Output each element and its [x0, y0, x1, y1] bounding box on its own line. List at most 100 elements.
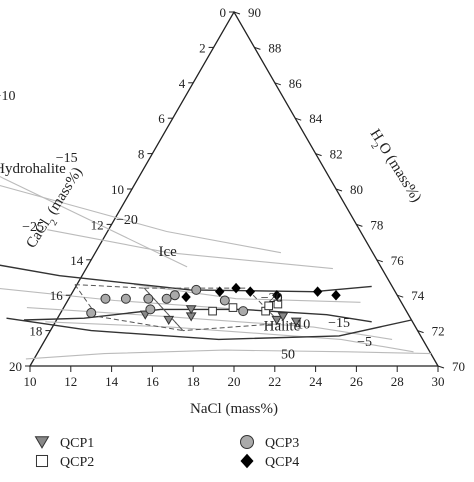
isotherm-lines: [0, 175, 431, 360]
left-axis-title: CaCl2 (mass%): [23, 165, 89, 254]
qcp3-point: [86, 307, 97, 318]
bottom-tick-label: 28: [391, 374, 404, 389]
qcp4-point: [272, 289, 282, 301]
legend-label-qcp4: QCP4: [265, 455, 299, 470]
bottom-tick-label: 18: [187, 374, 200, 389]
isotherm-label: −20: [116, 213, 138, 228]
left-tick-label: 14: [70, 253, 84, 268]
bottom-tick-label: 20: [228, 374, 241, 389]
bottom-tick-label: 24: [309, 374, 323, 389]
isotherm-label: −10: [0, 89, 15, 104]
bottom-tick-label: 30: [432, 374, 445, 389]
right-tick-mark: [356, 223, 363, 227]
right-tick-label: 80: [350, 182, 363, 197]
data-points: [86, 282, 341, 327]
qcp3-point: [238, 306, 249, 317]
qcp3-point: [161, 293, 172, 304]
right-tick-mark: [397, 294, 404, 298]
right-tick-label: 70: [452, 359, 465, 374]
isotherm-label: 50: [281, 348, 295, 363]
isotherm-line: [0, 264, 372, 293]
isotherm-line: [133, 284, 361, 303]
right-tick-mark: [376, 259, 383, 263]
right-tick-label: 86: [289, 76, 303, 91]
right-tick-mark: [233, 11, 241, 15]
isotherm-line: [45, 321, 414, 353]
right-tick-mark: [295, 117, 302, 121]
right-tick-mark: [437, 365, 445, 369]
qcp3-point: [100, 293, 111, 304]
isotherm-line: [0, 185, 282, 254]
qcp3-point: [120, 293, 131, 304]
legend-label-qcp2: QCP2: [60, 455, 94, 470]
isotherm-line: [6, 317, 412, 341]
right-tick-label: 76: [391, 253, 405, 268]
region-label: Ice: [159, 244, 178, 260]
qcp2-point: [208, 306, 217, 316]
right-axis-title: H2O (mass%): [363, 126, 424, 207]
qcp3-point: [191, 284, 202, 295]
isotherm-label: −10: [288, 318, 310, 333]
right-tick-mark: [315, 153, 322, 157]
qcp4-point: [312, 286, 323, 297]
bottom-tick-label: 12: [64, 374, 77, 389]
isotherm-label: −15: [328, 316, 350, 331]
right-tick-mark: [254, 46, 261, 50]
isotherm-label: −25: [22, 220, 44, 235]
qcp4-point: [214, 286, 225, 297]
isotherm-line: [0, 175, 188, 268]
qcp4-point: [245, 286, 256, 297]
region-label: Hydrohalite: [0, 161, 66, 177]
legend-marker-qcp2: [35, 454, 49, 468]
region-label: Halite: [264, 318, 301, 334]
right-tick-mark: [335, 188, 343, 192]
legend-label-qcp1: QCP1: [60, 436, 94, 451]
right-tick-mark: [417, 330, 424, 334]
left-tick-label: 2: [199, 40, 206, 55]
left-tick-label: 18: [29, 324, 42, 339]
dashed-outline: [74, 284, 185, 332]
left-tick-label: 16: [50, 288, 64, 303]
legend-marker-qcp1: [34, 436, 50, 449]
legend-label-qcp3: QCP3: [265, 436, 299, 451]
bottom-tick-label: 22: [268, 374, 281, 389]
isotherm-label: −15: [56, 151, 78, 166]
isotherm-label: −20: [261, 291, 283, 306]
left-tick-label: 20: [9, 359, 22, 374]
bottom-axis-title: NaCl (mass%): [190, 401, 278, 417]
qcp1-point: [271, 315, 283, 326]
isotherm-line: [25, 349, 431, 360]
bottom-tick-label: 10: [24, 374, 37, 389]
isotherm-label: −5: [357, 335, 372, 350]
right-tick-label: 72: [432, 324, 445, 339]
qcp1-point: [290, 317, 302, 327]
right-tick-label: 90: [248, 5, 261, 20]
qcp3-point: [143, 293, 154, 304]
isotherm-line: [23, 308, 372, 323]
isotherm-line: [47, 229, 333, 270]
qcp4-point: [331, 289, 341, 301]
qcp2-point: [273, 299, 283, 309]
right-tick-label: 88: [268, 40, 281, 55]
left-tick-label: 0: [220, 5, 227, 20]
right-tick-label: 74: [411, 288, 425, 303]
qcp1-point: [163, 315, 175, 326]
left-tick-label: 10: [111, 182, 124, 197]
left-tick-label: 6: [158, 111, 165, 126]
qcp2-point: [228, 303, 238, 312]
legend: QCP1 QCP2 QCP3 QCP4: [34, 435, 299, 470]
legend-marker-qcp3: [240, 435, 254, 449]
qcp3-point: [169, 290, 180, 301]
right-tick-label: 78: [370, 217, 383, 232]
right-tick-label: 84: [309, 111, 323, 126]
bottom-tick-label: 16: [146, 374, 160, 389]
chart-text: CaCl2 (mass%) H2O (mass%) NaCl (mass%) 0…: [0, 5, 465, 417]
right-tick-label: 82: [330, 147, 343, 162]
right-tick-mark: [274, 82, 281, 86]
left-tick-label: 12: [91, 217, 104, 232]
isotherm-line: [0, 288, 243, 310]
axis-ticks: [25, 11, 445, 372]
qcp2-point: [264, 301, 274, 311]
